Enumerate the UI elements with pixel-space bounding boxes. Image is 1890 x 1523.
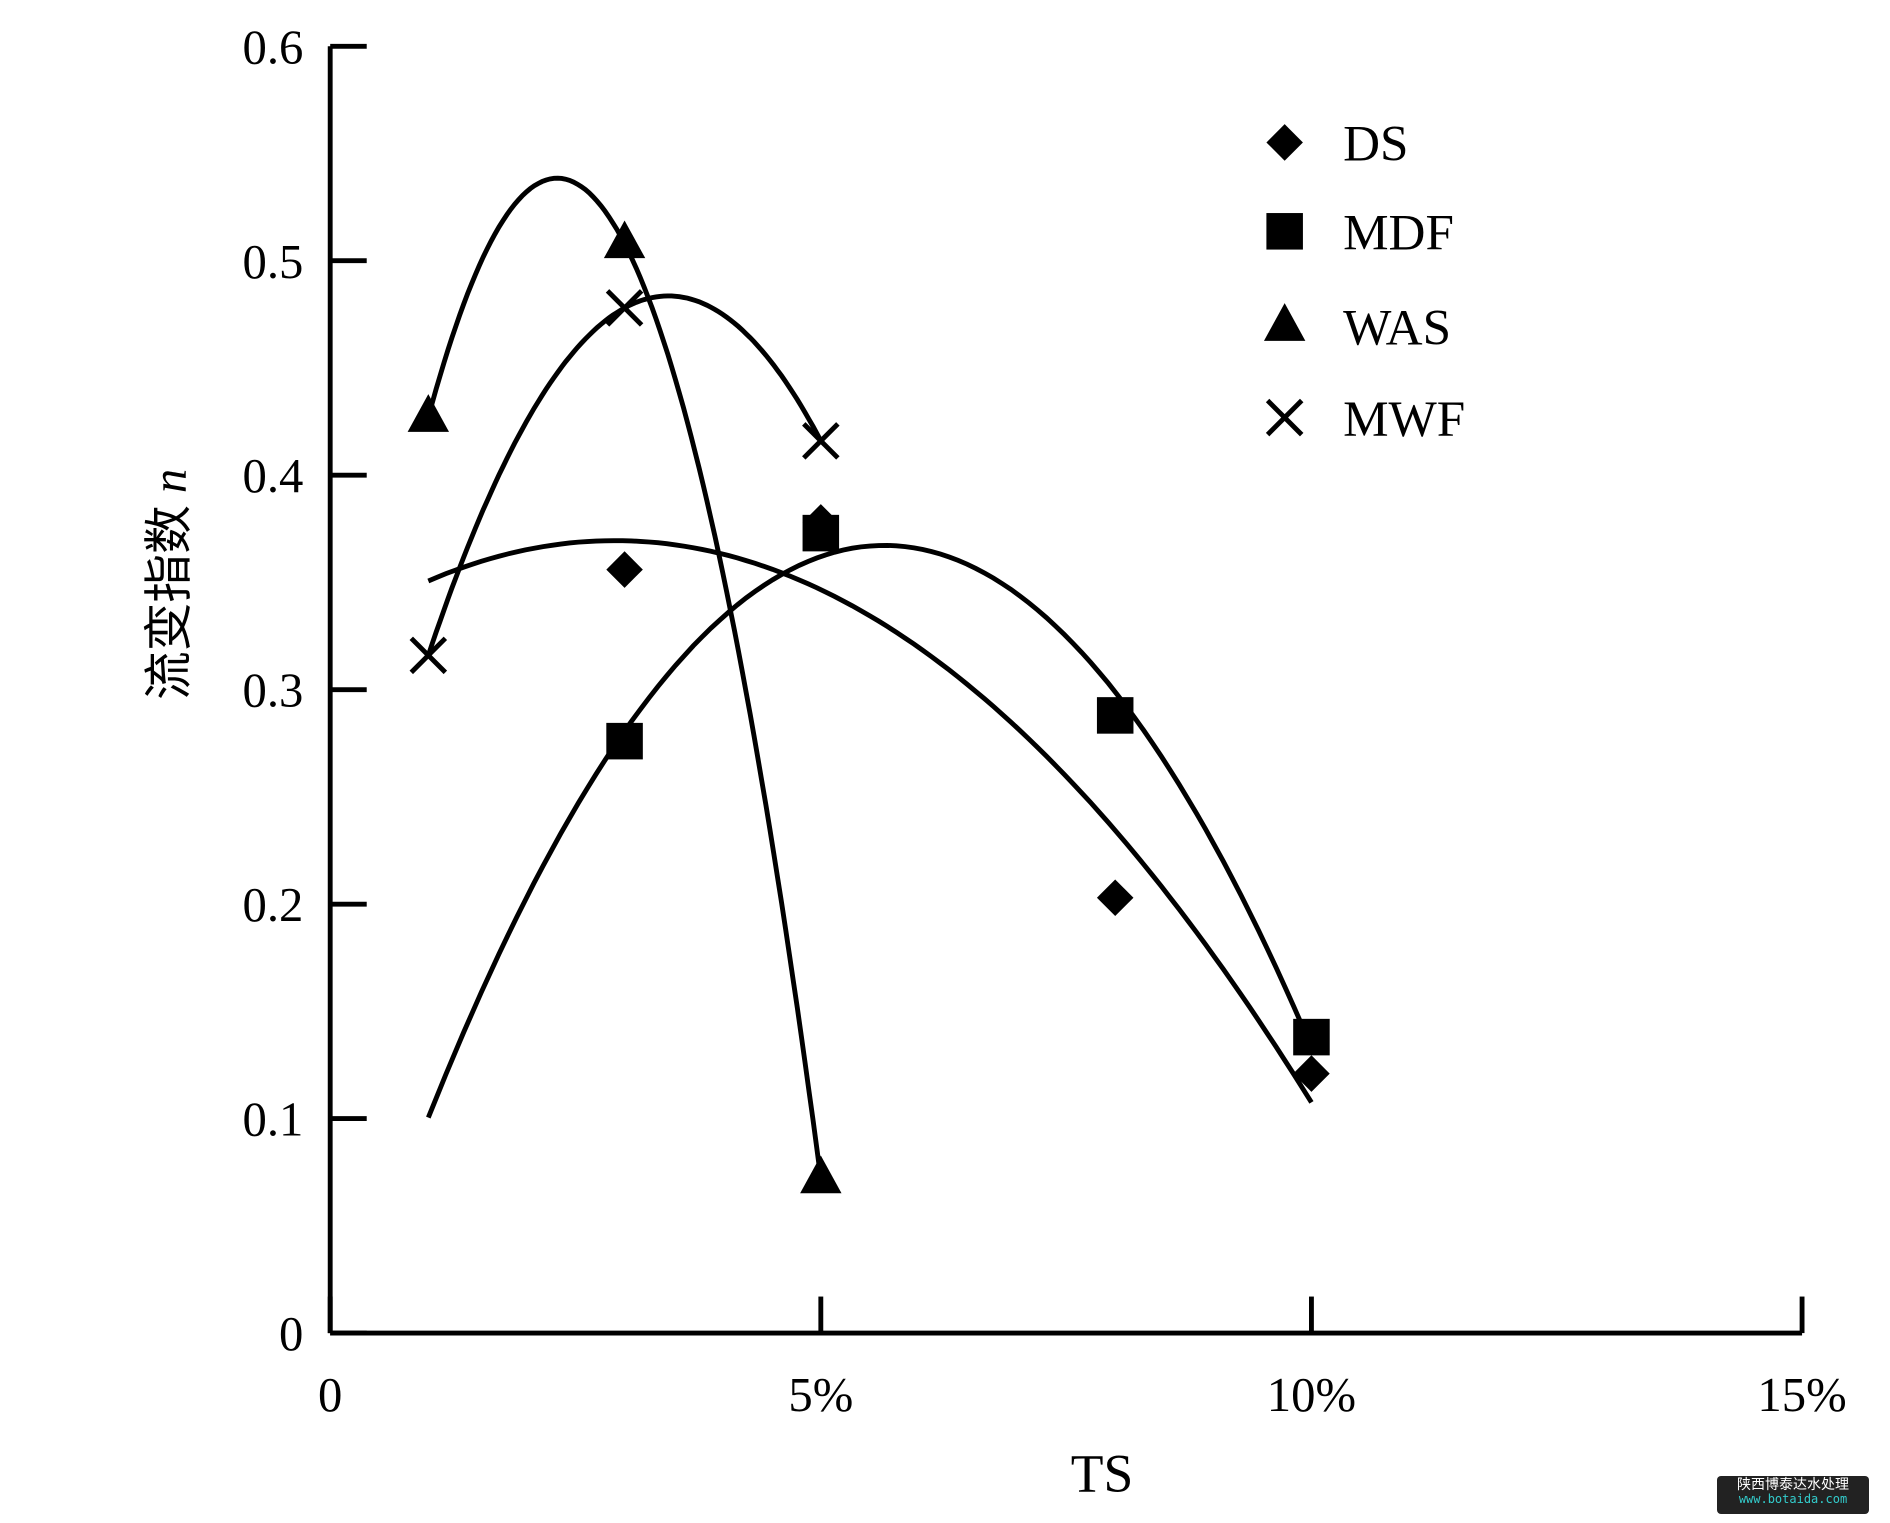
cross-stroke	[802, 422, 840, 460]
y-tick-label: 0.1	[243, 1093, 304, 1147]
legend-label-ds: DS	[1343, 116, 1408, 173]
y-axis-label-text: 流变指数	[141, 505, 197, 700]
data-point-mwf	[409, 636, 448, 675]
data-point-ds	[1293, 1055, 1330, 1092]
legend-marker-was	[1263, 303, 1306, 341]
data-point-mwf	[802, 422, 840, 460]
data-point-was	[603, 220, 646, 259]
y-tick-label: 0.3	[243, 664, 304, 718]
data-point-mdf	[606, 722, 643, 760]
cross-stroke	[409, 636, 448, 675]
cross-stroke	[1265, 398, 1304, 437]
trend-curve-mdf	[426, 542, 1314, 1119]
watermark: 陕西博泰达水处理 www.botaida.com	[1717, 1476, 1869, 1514]
y-tick-label: 0.6	[243, 20, 304, 74]
trend-curve-ds	[427, 538, 1314, 1104]
data-point-mdf	[1293, 1018, 1330, 1056]
legend-label-mwf: MWF	[1343, 391, 1465, 448]
trend-curve-mwf	[426, 293, 823, 657]
x-axis-label: TS	[1071, 1443, 1134, 1503]
data-point-mdf	[802, 514, 840, 552]
legend: DS MDF WAS MWF	[1263, 116, 1465, 448]
y-tick-label: 0	[279, 1307, 303, 1361]
watermark-line2: www.botaida.com	[1738, 1492, 1848, 1507]
cross-stroke	[605, 289, 644, 327]
y-tick-label: 0.2	[243, 878, 304, 932]
data-point-was	[800, 1155, 842, 1194]
x-tick-label: 15%	[1757, 1368, 1846, 1422]
trend-curve-was	[425, 175, 824, 1180]
x-tick-label: 5%	[788, 1368, 853, 1422]
trend-curves	[425, 175, 1314, 1180]
x-tick-label: 10%	[1267, 1368, 1356, 1422]
legend-label-was: WAS	[1343, 300, 1451, 357]
legend-marker-ds	[1266, 124, 1303, 161]
y-tick-label: 0.4	[243, 449, 304, 503]
legend-marker-mwf	[1265, 398, 1304, 437]
data-point-mdf	[1096, 697, 1134, 734]
y-axis-label: 流变指数 n	[141, 469, 197, 700]
data-point-mwf	[605, 289, 644, 327]
data-point-ds	[606, 551, 643, 588]
legend-label-mdf: MDF	[1343, 205, 1454, 262]
data-points	[407, 220, 1330, 1194]
data-point-ds	[1096, 879, 1134, 916]
legend-marker-mdf	[1266, 213, 1303, 250]
watermark-line1: 陕西博泰达水处理	[1737, 1477, 1849, 1493]
data-point-was	[407, 394, 450, 432]
y-tick-label: 0.5	[243, 235, 304, 289]
axes: 0 5% 10% 15% 0 0.1 0.2 0.3 0.4 0.5 0.6	[243, 20, 1847, 1422]
x-tick-label: 0	[318, 1368, 342, 1422]
y-axis-label-var: n	[142, 469, 196, 493]
